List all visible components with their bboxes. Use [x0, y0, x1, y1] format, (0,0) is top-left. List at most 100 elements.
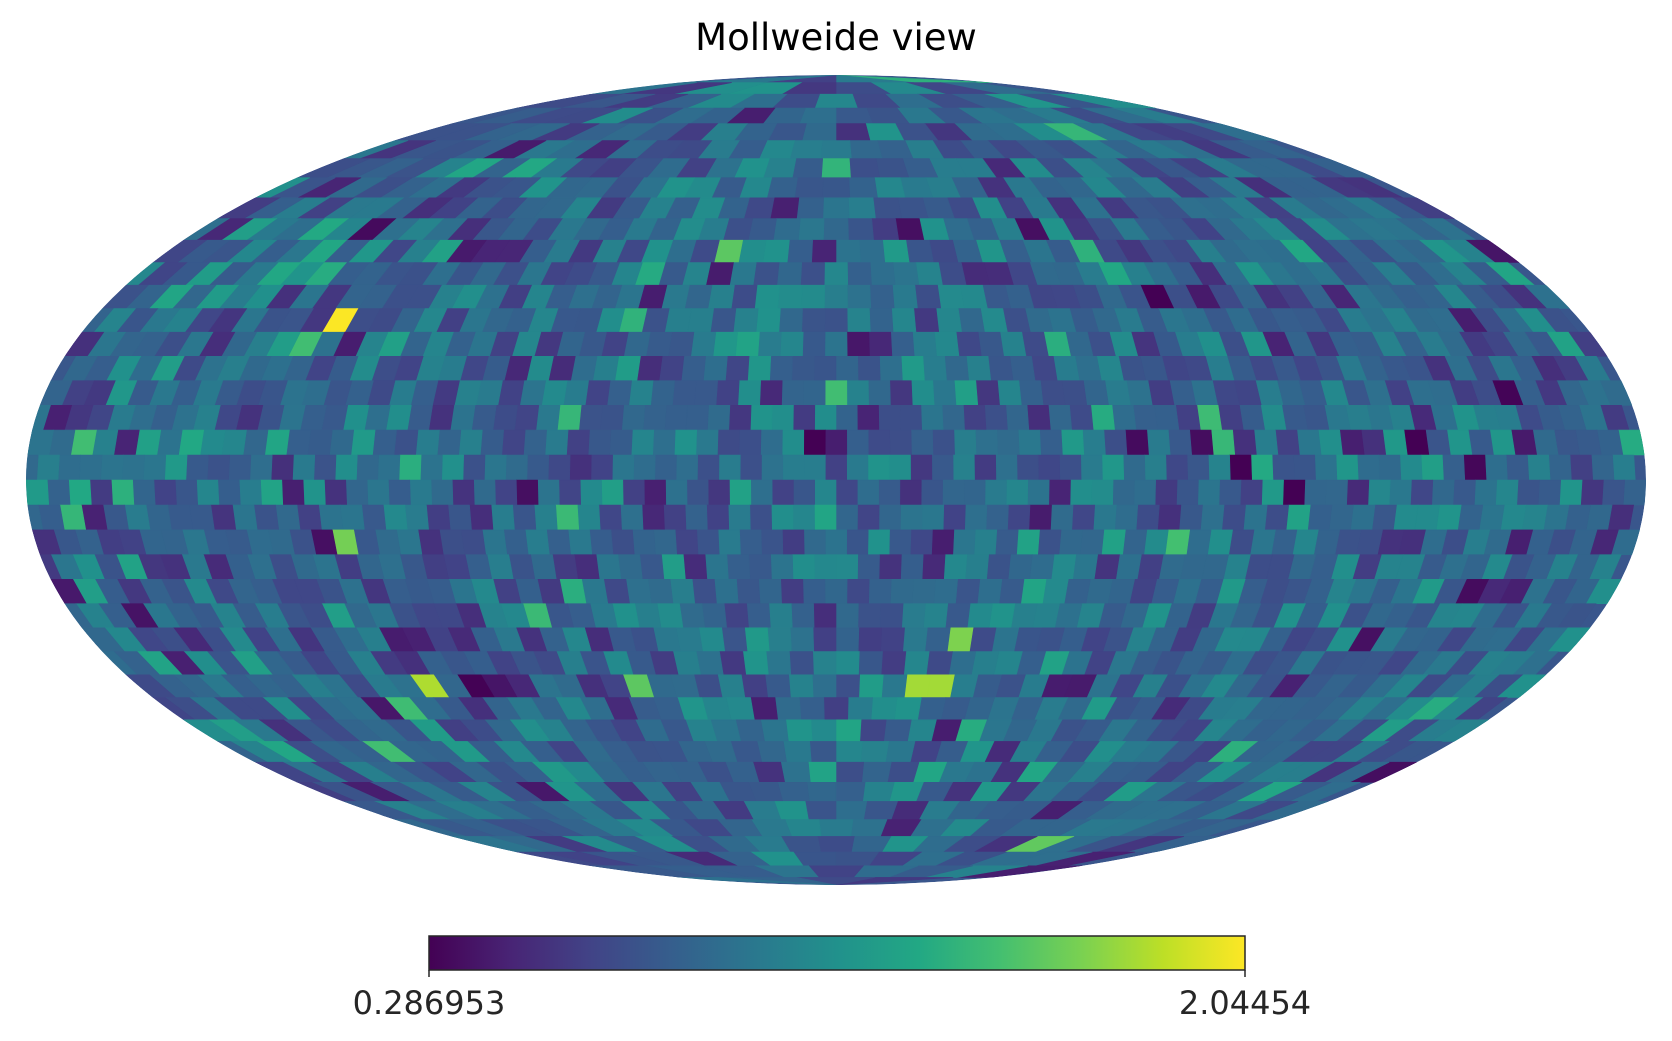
sky-cell [739, 454, 762, 481]
sky-cell [1399, 454, 1423, 481]
sky-cell [941, 404, 965, 431]
sky-cell [1144, 454, 1167, 481]
sky-cell [1527, 454, 1551, 481]
sky-cell [430, 479, 454, 506]
sky-cell [757, 331, 782, 357]
sky-cell [769, 355, 793, 382]
sky-cell [910, 454, 933, 481]
sky-cell [870, 697, 898, 721]
sky-cell [1185, 529, 1212, 556]
sky-cell [1016, 529, 1040, 556]
sky-cell [813, 603, 837, 629]
sky-cell [1009, 355, 1036, 382]
sky-cell [974, 429, 999, 456]
sky-cell [1293, 454, 1316, 481]
sky-cell [764, 674, 791, 698]
sky-cell [821, 177, 851, 199]
sky-cell [859, 719, 887, 742]
sky-cell [156, 429, 183, 456]
sky-cell [893, 697, 922, 721]
sky-cell [145, 504, 172, 531]
sky-cell [1080, 454, 1103, 481]
sky-cell [758, 578, 783, 605]
sky-cell [462, 454, 486, 481]
sky-cell [1197, 479, 1221, 506]
sky-cell [835, 674, 861, 698]
sky-cell [1420, 454, 1444, 481]
sky-cell [953, 380, 979, 406]
sky-cell [761, 454, 784, 481]
sky-cell [869, 284, 895, 309]
sky-cell [1314, 454, 1338, 481]
sky-cell [1048, 479, 1071, 506]
sky-cell [1553, 429, 1581, 456]
sky-cell [632, 529, 656, 556]
sky-cell [892, 284, 918, 309]
sky-cell [963, 404, 987, 431]
sky-cell [242, 429, 269, 456]
sky-cell [639, 554, 665, 580]
sky-cell [777, 781, 810, 802]
sky-cell [824, 578, 848, 605]
sky-cell [1324, 479, 1348, 506]
sky-cell [897, 197, 929, 219]
sky-cell [1346, 479, 1370, 506]
sky-cell [1239, 404, 1266, 431]
sky-cell [923, 603, 949, 629]
sky-cell [785, 719, 813, 742]
sky-cell [922, 355, 947, 382]
sky-cell [824, 429, 848, 456]
sky-cell [868, 578, 892, 605]
sky-cell [113, 429, 140, 456]
sky-cell [1020, 578, 1047, 605]
sky-cell [576, 504, 601, 531]
sky-cell [1260, 404, 1287, 431]
sky-cell [740, 674, 769, 698]
sky-cell [339, 504, 365, 531]
sky-cell [879, 603, 904, 629]
sky-cell [750, 697, 779, 721]
sky-cell [996, 429, 1020, 456]
sky-cell [793, 479, 816, 506]
sky-cell [625, 578, 652, 605]
sky-cell [824, 284, 848, 309]
sky-cell [685, 404, 709, 431]
sky-cell [417, 529, 444, 556]
sky-cell [1505, 454, 1530, 481]
sky-cell [762, 239, 790, 263]
sky-cell [739, 529, 763, 556]
sky-cell [846, 429, 869, 456]
sky-cell [1060, 429, 1085, 456]
sky-cell [976, 578, 1003, 605]
sky-cell [1176, 479, 1199, 506]
sky-cell [1335, 454, 1359, 481]
sky-cell [307, 429, 333, 456]
sky-cell [883, 719, 912, 742]
sky-cell [914, 284, 942, 309]
sky-cell [26, 504, 44, 531]
sky-cell [813, 554, 837, 580]
sky-cell [975, 380, 1000, 406]
sky-cell [818, 819, 854, 837]
sky-cell [684, 504, 708, 531]
sky-cell [1037, 454, 1061, 481]
sky-cell [313, 454, 337, 481]
sky-cell [589, 529, 614, 556]
sky-cell [695, 429, 719, 456]
sky-cell [382, 504, 408, 531]
sky-cell [1126, 380, 1153, 406]
sky-cell [797, 218, 825, 241]
sky-cell [899, 479, 922, 506]
sky-cell [1040, 380, 1066, 406]
sky-cell [1093, 554, 1120, 580]
sky-cell [704, 554, 729, 580]
sky-cell [822, 197, 850, 219]
sky-cell [578, 404, 603, 431]
sky-cell [1425, 429, 1451, 456]
sky-cell [1031, 355, 1058, 382]
sky-cell [1165, 454, 1189, 481]
sky-cell [857, 554, 880, 580]
sky-cell [955, 331, 982, 357]
sky-cell [732, 308, 759, 333]
colorbar-max-label: 2.04454 [1179, 984, 1311, 1022]
